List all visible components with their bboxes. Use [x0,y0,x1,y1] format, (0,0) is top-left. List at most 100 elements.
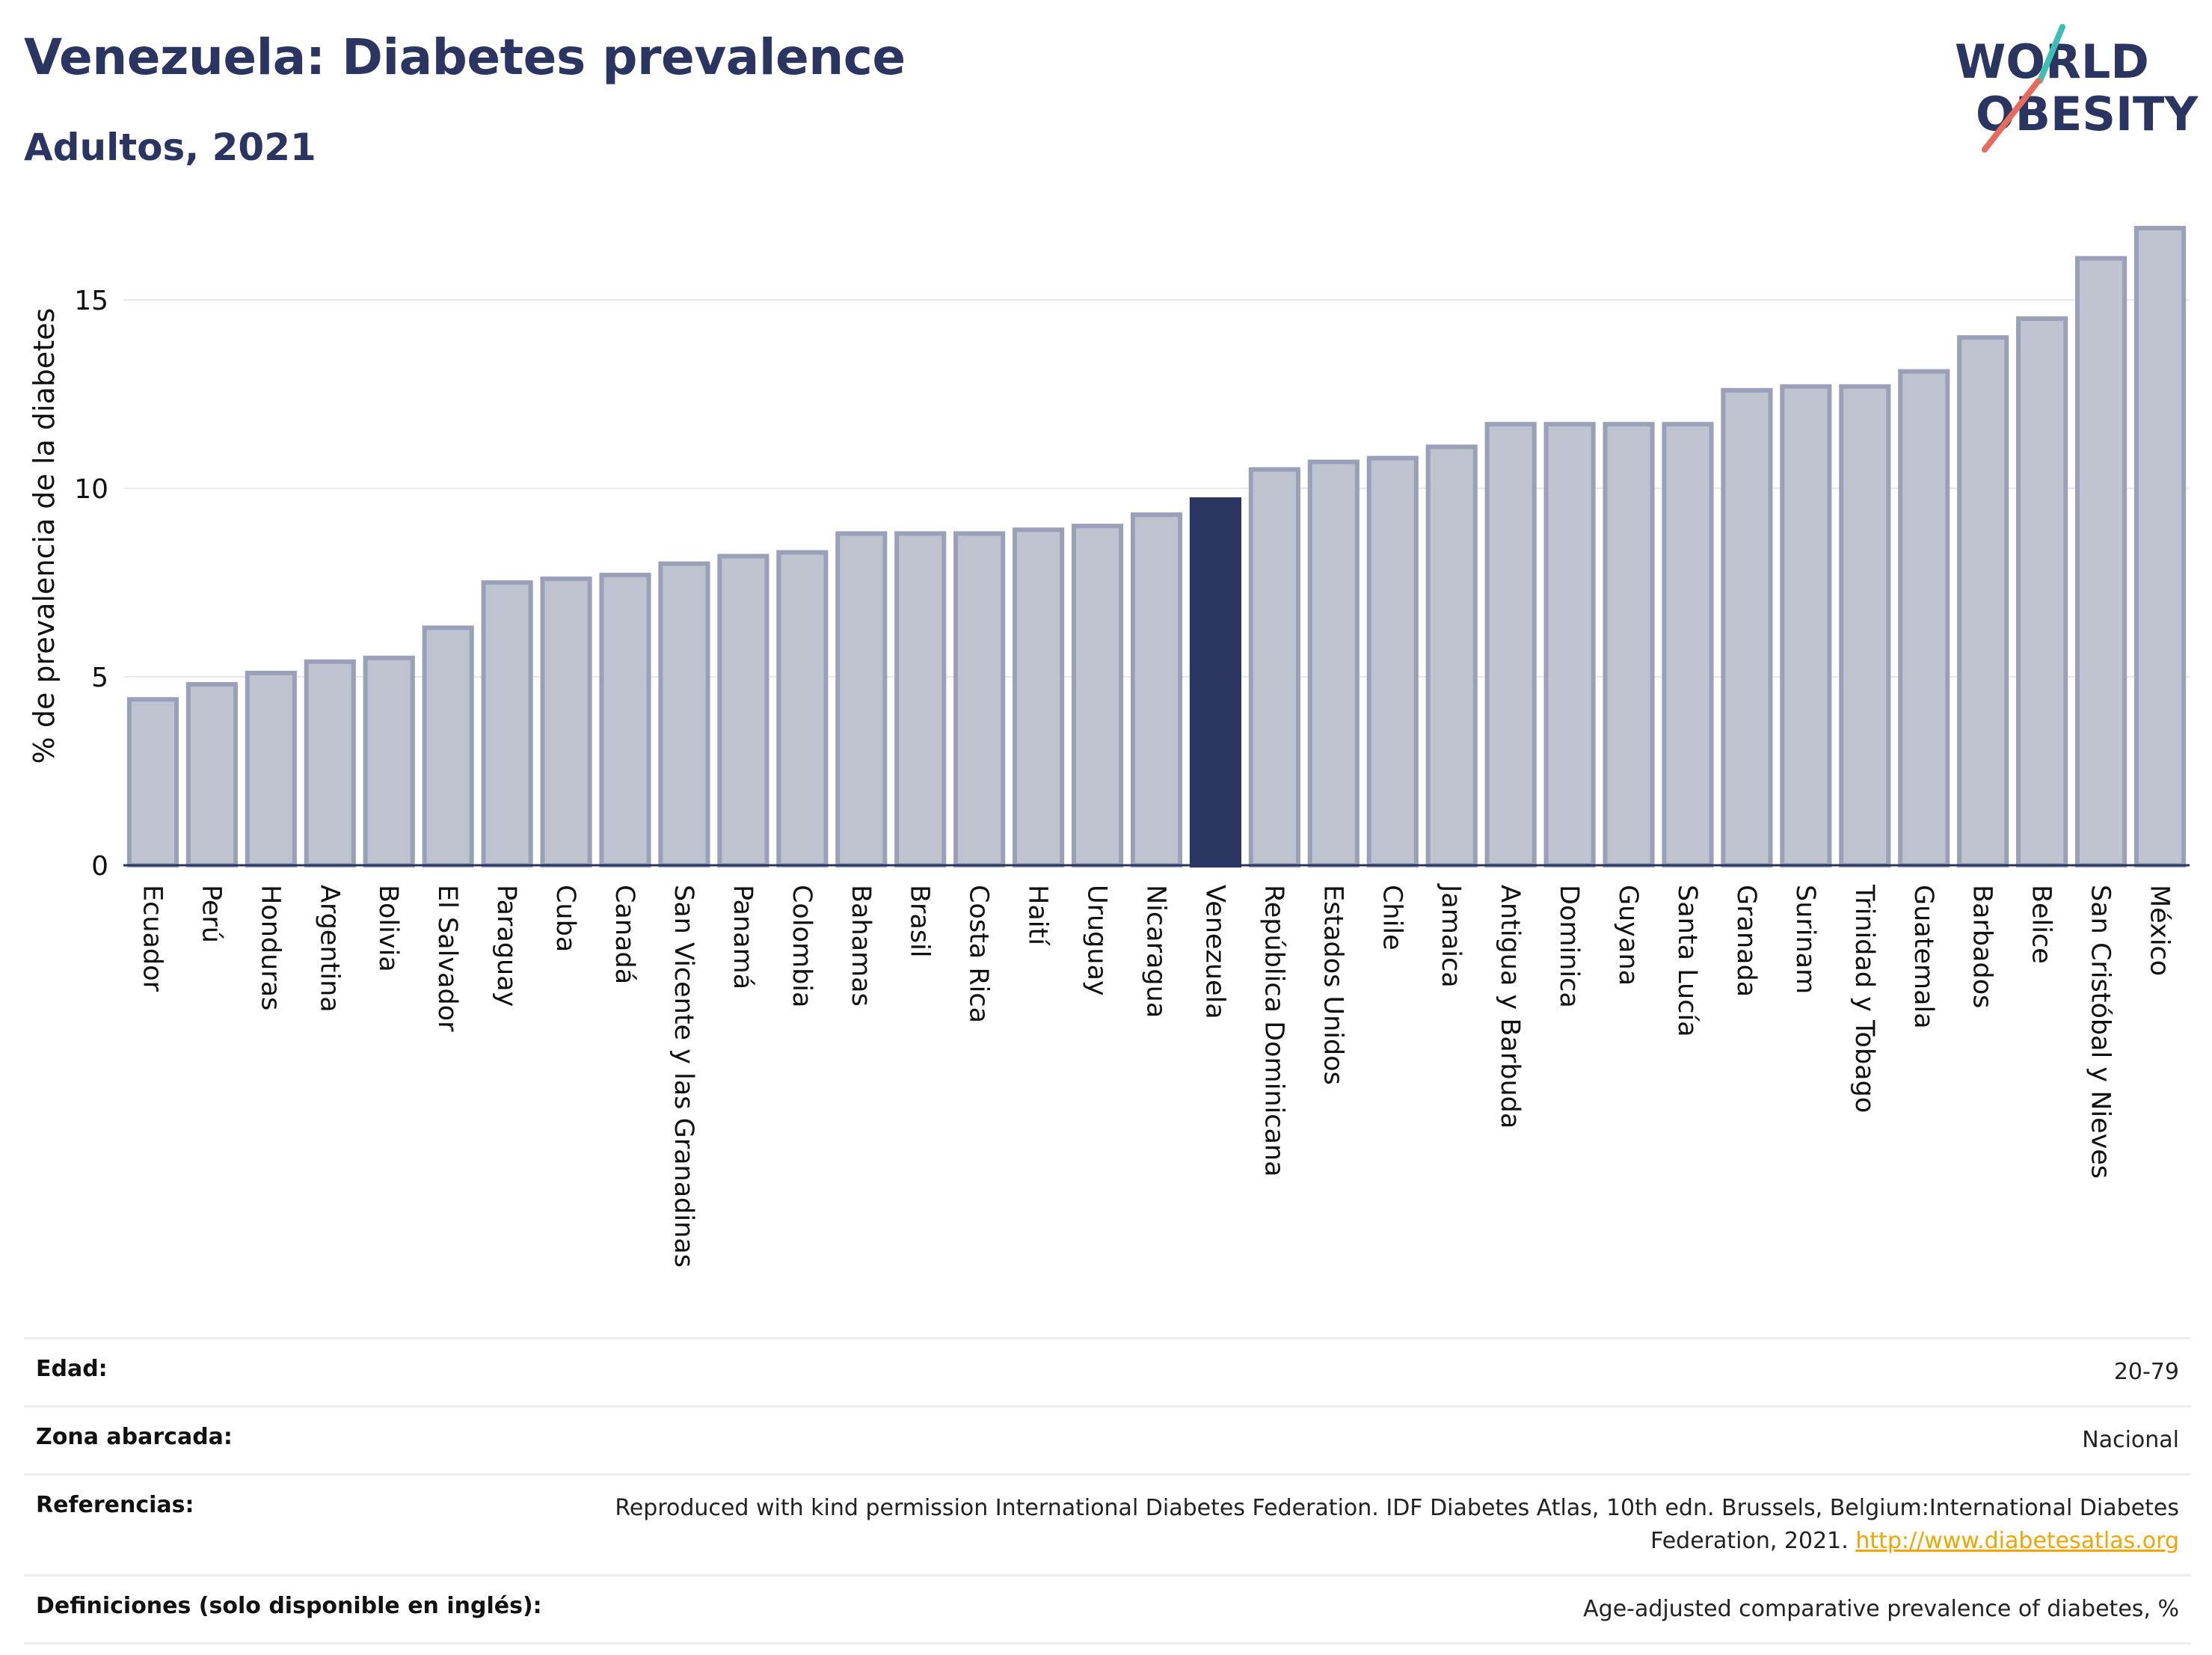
y-tick-label: 15 [74,286,108,316]
chart-subtitle: Adultos, 2021 [24,126,316,169]
bar [1721,387,1773,868]
meta-row-definitions: Definiciones (solo disponible en inglés)… [24,1575,2191,1644]
x-tick-label: Cuba [550,885,580,952]
bar [1366,455,1419,868]
bar [658,561,710,868]
bar [1013,527,1065,868]
meta-label: Zona abarcada: [36,1424,233,1450]
x-tick-label: Dominica [1554,885,1584,1008]
bar [363,655,415,868]
y-axis-label: % de prevalencia de la diabetes [28,308,61,764]
x-tick-label: Trinidad y Tobago [1849,884,1879,1113]
y-tick-labels: 0 5 10 15 [74,286,108,882]
meta-value-references: Reproduced with kind permission Internat… [554,1475,2191,1576]
x-tick-label: Belice [2027,885,2056,964]
bar [304,659,356,868]
bar [185,682,238,868]
meta-label: Definiciones (solo disponible en inglés)… [36,1593,542,1619]
bar [1957,335,2009,868]
logo-text-line1: WORLD [1955,34,2149,89]
x-tick-label: Bolivia [373,885,403,972]
bar [835,531,888,868]
bar [2133,226,2187,868]
bar [1425,444,1478,868]
bar [1780,384,1832,868]
x-tick-label: Colombia [787,885,817,1007]
x-tick-label: Haití [1023,885,1053,946]
bar [245,670,297,868]
bar [1839,384,1891,868]
meta-row-references: Referencias: Reproduced with kind permis… [24,1474,2191,1576]
x-tick-label: Ecuador [137,885,167,992]
meta-label: Edad: [36,1356,108,1382]
meta-label: Referencias: [36,1492,194,1518]
x-tick-label: Estados Unidos [1318,885,1348,1085]
bars [126,226,2187,868]
y-tick-label: 0 [91,851,108,882]
bar [717,553,769,868]
bar [2075,256,2127,868]
bar [422,625,474,868]
meta-value: Age-adjusted comparative prevalence of d… [1583,1596,2179,1622]
x-tick-label: Guatemala [1908,885,1938,1029]
bar-chart: 0 5 10 15 Ecuador Perú Honduras Argentina Boliv… [28,226,2190,1268]
y-tick-label: 10 [74,474,108,505]
bar [776,550,829,868]
x-tick-label: Guyana [1613,885,1643,986]
x-tick-label: Chile [1377,885,1407,951]
x-tick-label: Jamaica [1436,883,1466,988]
bar [1484,422,1537,868]
meta-row-coverage: Zona abarcada: Nacional [24,1406,2191,1475]
references-text: Reproduced with kind permission Internat… [615,1495,2179,1554]
meta-value: 20-79 [2113,1359,2179,1385]
logo-slash-teal [2037,24,2065,84]
x-tick-label: Canadá [609,885,639,984]
x-tick-label: El Salvador [432,885,462,1032]
x-tick-label: San Cristóbal y Nieves [2086,885,2116,1179]
references-link[interactable]: http://www.diabetesatlas.org [1855,1528,2179,1554]
metadata-table: Edad: 20-79 Zona abarcada: Nacional Refe… [24,1337,2191,1645]
bar [1603,422,1655,868]
x-tick-label: Costa Rica [964,885,994,1023]
bar [1307,459,1360,868]
x-tick-label: Honduras [255,885,285,1010]
bar [1898,369,1950,868]
bar [894,531,947,868]
x-tick-label: Barbados [1967,885,1997,1008]
bar [1248,467,1300,868]
chart-title: Venezuela: Diabetes prevalence [24,28,906,86]
x-tick-label: Brasil [905,885,935,958]
x-tick-label: Perú [196,885,226,943]
world-obesity-logo: WORLD OBESITY [1955,24,2199,153]
x-tick-label: Bahamas [846,885,876,1007]
bar-highlighted [1189,497,1242,868]
y-tick-label: 5 [91,663,108,693]
bar [481,580,533,868]
x-tick-label: Nicaragua [1141,885,1171,1018]
bar [1130,512,1183,868]
bar [126,697,179,868]
x-tick-labels: Ecuador Perú Honduras Argentina Bolivia El Sa… [137,883,2174,1268]
x-tick-label: República Dominicana [1259,885,1288,1177]
bar [1071,523,1124,868]
x-tick-label: Surinam [1790,885,1820,994]
meta-value: Nacional [2082,1427,2179,1453]
x-tick-label: Argentina [314,885,344,1013]
bar [1662,422,1714,868]
bar [953,531,1006,868]
x-tick-label: Paraguay [491,885,521,1007]
x-tick-label: México [2145,885,2175,976]
x-tick-label: Santa Lucía [1672,885,1702,1037]
bar [599,572,651,868]
x-tick-label: Uruguay [1082,885,1112,996]
x-tick-label: Panamá [728,885,758,989]
x-tick-label: San Vicente y las Granadinas [669,885,698,1268]
x-tick-label: Granada [1731,885,1761,997]
x-tick-label: Venezuela [1199,885,1229,1019]
bar [1543,422,1596,868]
meta-row-age: Edad: 20-79 [24,1338,2191,1407]
x-tick-label: Antigua y Barbuda [1495,885,1525,1129]
bar [2016,316,2068,868]
bar [540,576,592,868]
logo-slash-coral [1982,78,2042,153]
